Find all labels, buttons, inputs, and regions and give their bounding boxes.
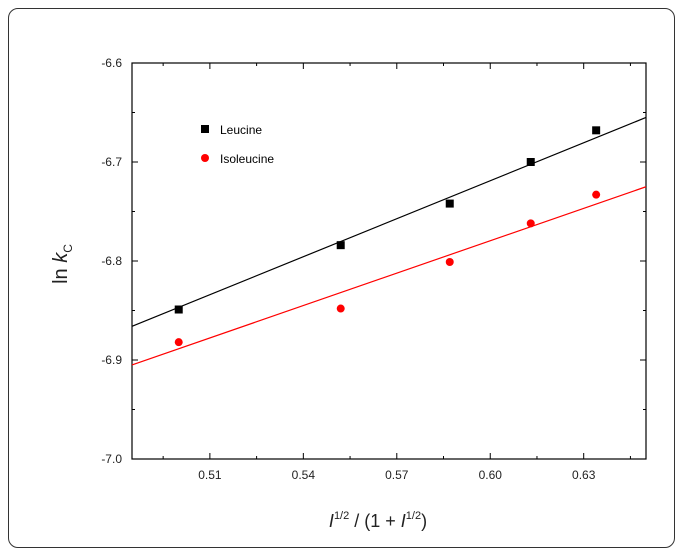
chart-frame (8, 8, 675, 548)
x-tick-label: 0.54 (292, 468, 316, 482)
point-isoleucine (526, 219, 535, 228)
point-leucine (592, 126, 601, 135)
point-leucine (336, 241, 345, 250)
point-isoleucine (336, 304, 345, 313)
legend-marker-isoleucine (201, 154, 209, 162)
point-leucine (174, 305, 183, 314)
y-tick-label: -6.6 (101, 56, 122, 70)
chart: 0.51 0.54 0.57 0.60 0.63 -6.6 -6.7 -6.8 -6.9 -7.0… (50, 56, 647, 531)
fit-line-isoleucine (131, 186, 647, 366)
legend-label-leucine: Leucine (220, 123, 262, 137)
y-tick-label: -6.9 (101, 353, 122, 367)
y-tick-label: -6.8 (101, 254, 122, 268)
point-isoleucine (174, 338, 183, 347)
legend-label-isoleucine: Isoleucine (220, 152, 274, 166)
x-tick-label: 0.51 (198, 468, 222, 482)
y-axis-title: ln kC (50, 244, 75, 284)
point-isoleucine (445, 257, 454, 266)
y-tick-label: -7.0 (101, 452, 122, 466)
legend-marker-leucine (201, 125, 209, 133)
data-points (174, 126, 601, 347)
fit-line-leucine (131, 116, 647, 327)
x-tick-label: 0.57 (385, 468, 409, 482)
axis-ticks: 0.51 0.54 0.57 0.60 0.63 -6.6 -6.7 -6.8 -6.9 -7.0 (101, 56, 646, 482)
fit-lines (131, 116, 647, 366)
point-leucine (445, 199, 454, 208)
x-tick-label: 0.63 (572, 468, 596, 482)
legend: Leucine Isoleucine (201, 123, 274, 166)
point-leucine (526, 158, 535, 166)
plot-area (131, 62, 647, 460)
y-tick-label: -6.7 (101, 155, 122, 169)
x-axis-title: I1/2 / (1 + I1/2) (329, 510, 427, 531)
point-isoleucine (592, 190, 601, 199)
x-tick-label: 0.60 (479, 468, 503, 482)
